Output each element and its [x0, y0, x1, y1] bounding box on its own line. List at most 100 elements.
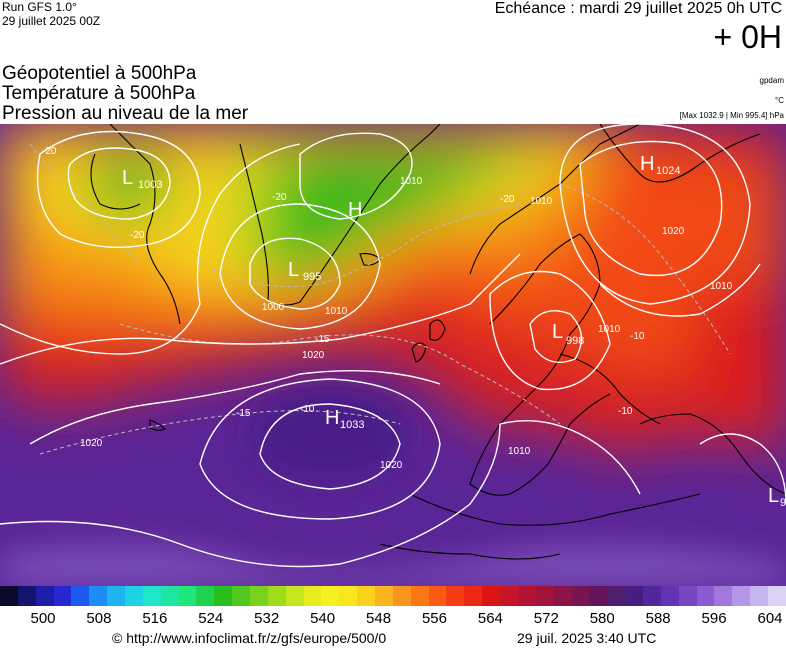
high-center: H [348, 199, 362, 221]
title-pressure: Pression au niveau de la mer [2, 103, 249, 124]
isotherm-label: -15 [236, 408, 251, 419]
color-scale-swatch [107, 586, 126, 606]
isotherm-label: -10 [618, 406, 633, 417]
color-scale-swatch [767, 586, 786, 606]
low-center-value: 9 [780, 497, 786, 509]
isobars [0, 124, 786, 568]
color-scale-swatch [571, 586, 590, 606]
color-scale-tick: 532 [254, 610, 280, 627]
color-scale-tick: 556 [421, 610, 447, 627]
color-scale-swatch [482, 586, 501, 606]
high-center-value: 1024 [656, 165, 680, 177]
color-scale-swatch [89, 586, 108, 606]
high-center: H [325, 407, 339, 429]
isobar-label: 1010 [508, 446, 531, 457]
color-scale-swatch [714, 586, 733, 606]
isobar-label: 1010 [400, 176, 423, 187]
color-scale-tick: 604 [757, 610, 783, 627]
pressure-range: [Max 1032.9 | Min 995.4] hPa [679, 111, 784, 120]
color-scale-ticks: 500 508 516 524 532 540 548 556 564 572 580 588 596 6… [0, 610, 786, 628]
forecast-offset: + 0H [713, 19, 782, 55]
geopotential-field [0, 124, 786, 586]
color-scale-swatch [196, 586, 215, 606]
isotherm-label: -20 [500, 194, 515, 205]
isotherm-label: -10 [630, 331, 645, 342]
color-scale-swatch [285, 586, 304, 606]
unit-gpdam: gpdam [759, 76, 784, 85]
generated-timestamp: 29 juil. 2025 3:40 UTC [517, 630, 657, 646]
color-scale-swatch [500, 586, 518, 606]
color-scale-swatch [642, 586, 661, 606]
color-scale-swatch [17, 586, 36, 606]
color-scale-tick: 500 [30, 610, 56, 627]
color-scale-swatch [517, 586, 536, 606]
color-scale-swatch [589, 586, 608, 606]
run-label: Run GFS 1.0° [2, 0, 77, 14]
color-scale-swatch [321, 586, 340, 606]
pressure-centers: L 1003 H L 995 H 1024 L 998 H 1033 L 9 [122, 153, 786, 509]
color-scale-swatch [428, 586, 447, 606]
color-scale-swatch [267, 586, 286, 606]
forecast-time: Echéance : mardi 29 juillet 2025 0h UTC [494, 0, 782, 17]
color-scale-swatch [0, 586, 18, 606]
color-scale-swatch [607, 586, 626, 606]
isobar-label: 1010 [530, 196, 553, 207]
low-center-value: 1003 [138, 179, 162, 191]
color-scale-tick: 524 [198, 610, 224, 627]
isotherm-label: -20 [130, 230, 145, 241]
run-date: 29 juillet 2025 00Z [2, 14, 101, 28]
high-center-value: 1033 [340, 419, 364, 431]
color-scale-swatch [392, 586, 411, 606]
isobar-labels: 1000 1010 1020 1010 1020 1010 1010 1020 … [80, 176, 733, 471]
color-scale-swatch [696, 586, 715, 606]
low-center-value: 995 [303, 271, 321, 283]
color-scale-swatch [35, 586, 54, 606]
color-scale-tick: 508 [86, 610, 112, 627]
color-scale-swatch [446, 586, 465, 606]
color-scale-tick: 580 [589, 610, 615, 627]
color-scale-swatch [410, 586, 429, 606]
low-center: L [768, 485, 779, 507]
color-scale-swatch [232, 586, 251, 606]
title-geopotential: Géopotentiel à 500hPa [2, 63, 197, 84]
isotherm-label: -20 [272, 192, 287, 203]
color-scale-swatch [339, 586, 358, 606]
color-scale-swatch [160, 586, 179, 606]
low-center: L [122, 167, 133, 189]
low-center-value: 998 [566, 335, 584, 347]
color-scale-swatch [464, 586, 483, 606]
color-scale-swatch [125, 586, 143, 606]
color-scale-swatch [375, 586, 393, 606]
title-temperature: Température à 500hPa [2, 83, 196, 104]
color-scale-swatch [553, 586, 572, 606]
color-scale-tick: 516 [142, 610, 168, 627]
color-scale-swatch [250, 586, 268, 606]
color-scale-swatch [214, 586, 233, 606]
color-scale-swatch [71, 586, 90, 606]
color-scale-swatch [357, 586, 376, 606]
isobar-label: 1010 [598, 324, 621, 335]
low-center: L [552, 321, 563, 343]
isobar-label: 1010 [710, 281, 733, 292]
isotherm-label: -10 [300, 404, 315, 415]
weather-map: L 1003 H L 995 H 1024 L 998 H 1033 L 9 1… [0, 124, 786, 586]
isobar-label: 1010 [325, 306, 348, 317]
color-scale-swatch [660, 586, 679, 606]
isobar-label: 1020 [380, 460, 403, 471]
color-scale [0, 586, 786, 606]
isobar-label: 1020 [80, 438, 103, 449]
color-scale-swatch [732, 586, 751, 606]
low-center: L [288, 259, 299, 281]
isobar-label: 1000 [262, 302, 285, 313]
color-scale-swatch [53, 586, 72, 606]
color-scale-tick: 564 [477, 610, 503, 627]
isotherm-label: -20 [42, 146, 57, 157]
isotherm-label: -15 [315, 334, 330, 345]
color-scale-swatch [678, 586, 697, 606]
weather-map-svg: L 1003 H L 995 H 1024 L 998 H 1033 L 9 1… [0, 124, 786, 586]
color-scale-tick: 540 [310, 610, 336, 627]
color-scale-swatch [142, 586, 161, 606]
unit-celsius: °C [775, 96, 784, 105]
color-scale-swatch [303, 586, 322, 606]
color-scale-tick: 572 [533, 610, 559, 627]
